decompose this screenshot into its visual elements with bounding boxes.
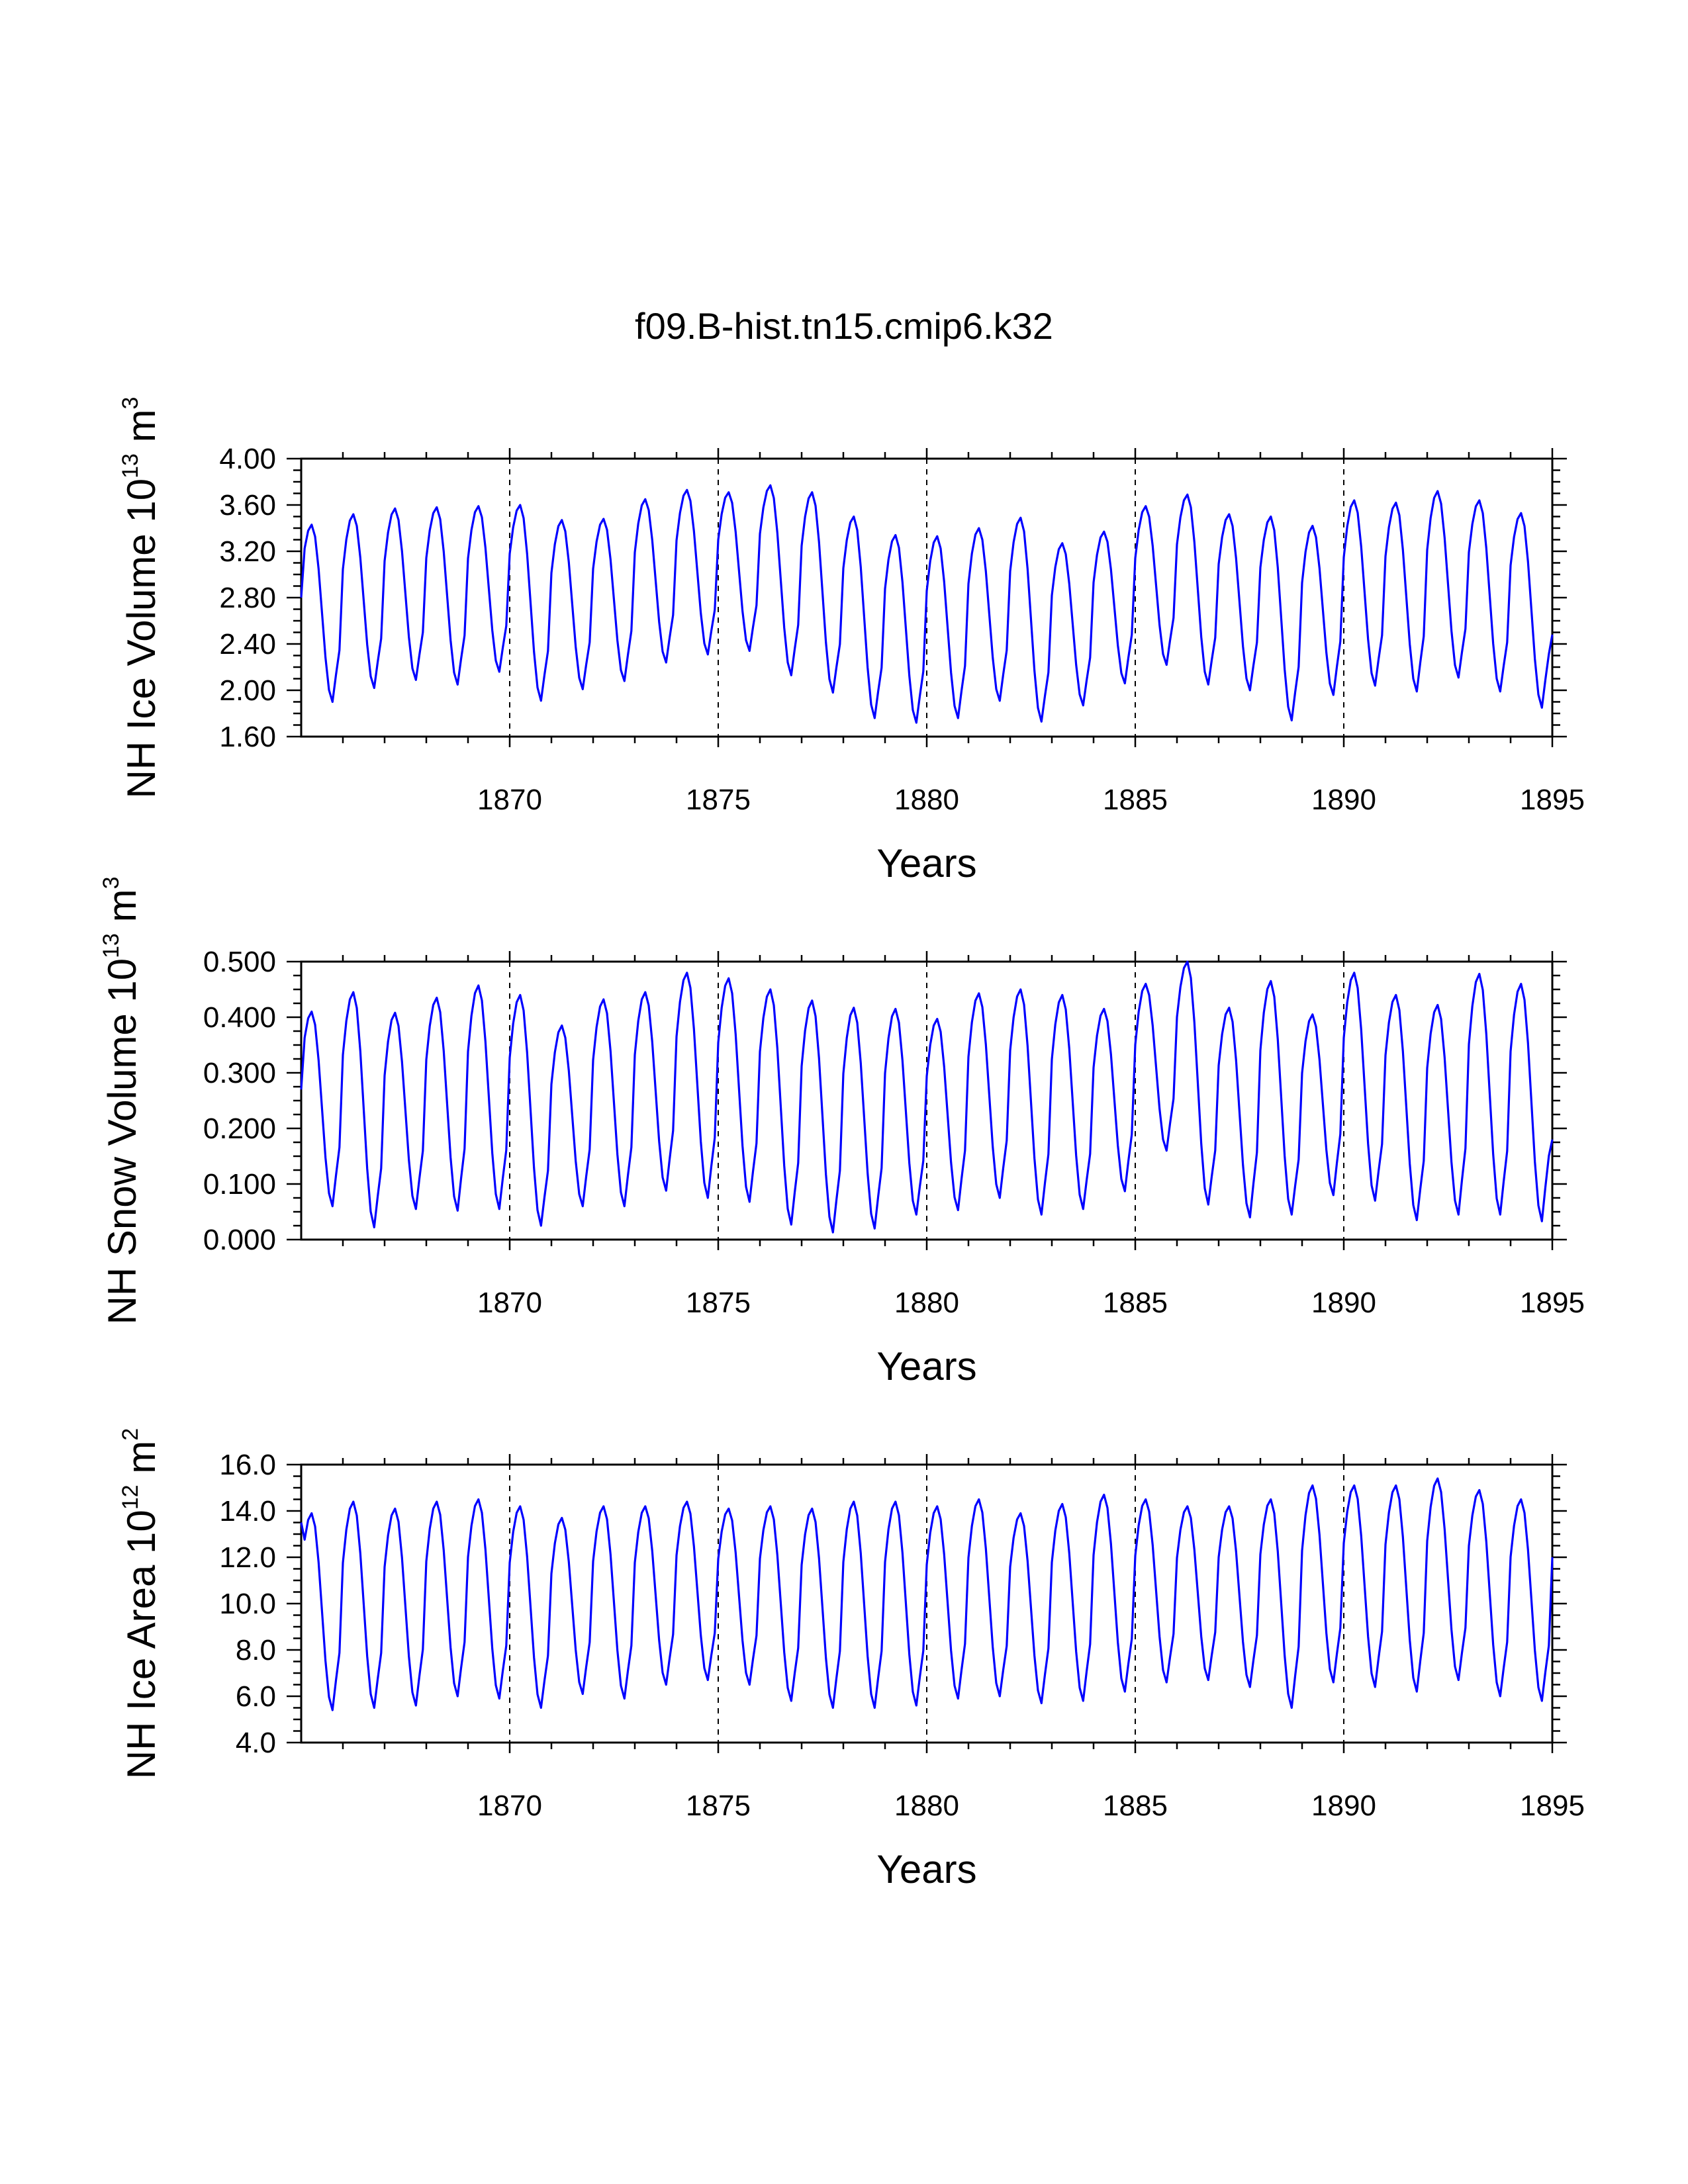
x-axis-label-ice-volume: Years: [876, 841, 976, 886]
x-tick-label-ice-volume: 1880: [894, 784, 959, 816]
panel-ice-volume: 1.60 2.00 2.40 2.80 3.20 3.60 4.00 1870 1875 188…: [118, 397, 1585, 886]
x-tick-label-ice-volume: 1875: [686, 784, 751, 816]
y-tick-label-ice-volume: 3.60: [219, 489, 276, 522]
x-tick-label-ice-area: 1875: [686, 1790, 751, 1822]
x-tick-label-snow-volume: 1880: [894, 1287, 959, 1319]
series-line-ice-area: [300, 1477, 1554, 1711]
y-tick-label-ice-area: 12.0: [219, 1541, 276, 1574]
x-tick-label-snow-volume: 1895: [1520, 1287, 1585, 1319]
plot-frame-snow-volume: [300, 960, 1554, 1241]
y-tick-label-ice-area: 14.0: [219, 1495, 276, 1527]
y-tick-label-ice-volume: 1.60: [219, 721, 276, 753]
y-axis-label-exponent: 13: [118, 453, 143, 478]
x-tick-label-snow-volume: 1875: [686, 1287, 751, 1319]
y-tick-label-snow-volume: 0.000: [203, 1224, 276, 1256]
x-axis-label-ice-area: Years: [876, 1847, 976, 1891]
y-tick-label-snow-volume: 0.500: [203, 946, 276, 978]
y-axis-label-unit-exponent: 2: [118, 1428, 143, 1441]
series-line-ice-volume: [300, 484, 1554, 724]
x-tick-label-ice-area: 1895: [1520, 1790, 1585, 1822]
y-tick-label-ice-area: 6.0: [236, 1680, 276, 1713]
chart-title: f09.B-hist.tn15.cmip6.k32: [635, 305, 1053, 347]
y-axis-label-exponent: 13: [99, 933, 124, 958]
y-tick-label-ice-volume: 3.20: [219, 535, 276, 568]
x-tick-label-ice-area: 1890: [1311, 1790, 1376, 1822]
y-axis-label-unit: m: [119, 409, 164, 453]
y-tick-label-snow-volume: 0.100: [203, 1168, 276, 1201]
y-tick-label-snow-volume: 0.400: [203, 1001, 276, 1034]
series-line-snow-volume: [300, 960, 1554, 1234]
panel-snow-volume: 0.000 0.100 0.200 0.300 0.400 0.500 1870 1875 1…: [99, 876, 1585, 1388]
x-tick-label-snow-volume: 1890: [1311, 1287, 1376, 1319]
y-tick-label-ice-volume: 2.00: [219, 674, 276, 707]
y-axis-label-unit-exponent: 3: [118, 397, 143, 410]
x-tick-label-ice-area: 1870: [477, 1790, 542, 1822]
y-axis-label-unit: m: [100, 889, 144, 933]
y-tick-label-ice-volume: 2.80: [219, 582, 276, 614]
y-axis-label-ice-area: NH Ice Area 1012 m2: [118, 1428, 164, 1779]
y-axis-label-text: NH Snow Volume 10: [100, 958, 144, 1325]
y-axis-label-snow-volume: NH Snow Volume 1013 m3: [99, 876, 144, 1324]
y-tick-label-ice-area: 16.0: [219, 1449, 276, 1481]
y-tick-label-snow-volume: 0.200: [203, 1113, 276, 1145]
x-tick-label-ice-volume: 1885: [1103, 784, 1168, 816]
y-axis-label-text: NH Ice Volume 10: [119, 478, 164, 799]
y-tick-label-ice-area: 8.0: [236, 1634, 276, 1666]
panel-ice-area: 4.0 6.0 8.0 10.0 12.0 14.0 16.0 1870 1875 1880 18…: [118, 1428, 1585, 1891]
y-tick-label-ice-volume: 2.40: [219, 628, 276, 660]
y-axis-label-ice-volume: NH Ice Volume 1013 m3: [118, 397, 164, 799]
x-axis-label-snow-volume: Years: [876, 1344, 976, 1388]
y-axis-label-exponent: 12: [118, 1484, 143, 1510]
y-axis-label-text: NH Ice Area 10: [119, 1510, 164, 1779]
x-tick-label-ice-area: 1885: [1103, 1790, 1168, 1822]
x-tick-label-snow-volume: 1870: [477, 1287, 542, 1319]
x-tick-label-snow-volume: 1885: [1103, 1287, 1168, 1319]
y-tick-label-ice-area: 4.0: [236, 1727, 276, 1759]
y-tick-label-ice-area: 10.0: [219, 1588, 276, 1620]
y-axis-label-unit-exponent: 3: [99, 876, 124, 889]
y-tick-label-snow-volume: 0.300: [203, 1057, 276, 1089]
y-tick-label-ice-volume: 4.00: [219, 443, 276, 475]
x-tick-label-ice-volume: 1890: [1311, 784, 1376, 816]
x-tick-label-ice-area: 1880: [894, 1790, 959, 1822]
x-tick-label-ice-volume: 1895: [1520, 784, 1585, 816]
x-tick-label-ice-volume: 1870: [477, 784, 542, 816]
y-axis-label-unit: m: [119, 1441, 164, 1485]
plot-frame-ice-area: [300, 1463, 1554, 1744]
